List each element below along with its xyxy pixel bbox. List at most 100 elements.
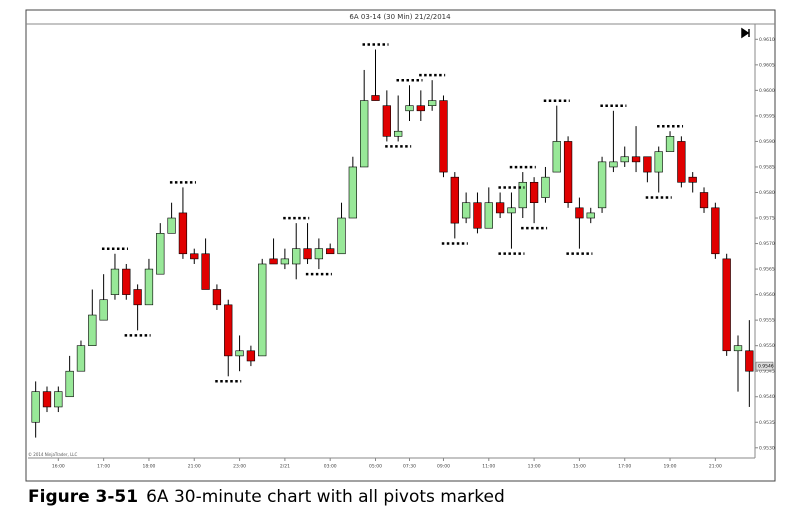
candle-body [65, 370, 74, 398]
candle-body [371, 95, 380, 101]
candle-body [563, 141, 573, 204]
candle-body [76, 345, 86, 372]
x-tick-label: 17:00 [97, 464, 110, 470]
y-tick-label: 0.9530 [759, 445, 775, 451]
candle-body [235, 350, 244, 357]
candle-body [54, 391, 63, 408]
candle-body [258, 263, 267, 357]
candle-body [88, 314, 97, 346]
y-tick-label: 0.9575 [759, 216, 775, 222]
candle-body [224, 304, 233, 357]
y-tick-label: 0.9605 [759, 62, 775, 68]
candle-body [122, 268, 131, 295]
candle-body [405, 105, 414, 112]
candle-body [167, 217, 176, 234]
x-tick-label: 16:00 [52, 464, 65, 470]
x-tick-label: 03:00 [324, 464, 337, 470]
chart-frame [25, 9, 776, 482]
candle-body [688, 176, 697, 183]
figure-caption: Figure 3-51 6A 30-minute chart with all p… [28, 487, 505, 507]
x-tick-label: 17:00 [618, 464, 631, 470]
y-tick-label: 0.9585 [759, 164, 775, 170]
candle-body [677, 141, 686, 183]
candle-body [31, 391, 40, 423]
candle-body [631, 156, 641, 163]
candle-body [541, 176, 550, 198]
x-tick-label: 11:00 [482, 464, 495, 470]
y-tick-label: 0.9590 [759, 139, 775, 145]
candle-body [326, 248, 335, 255]
y-tick-label: 0.9545 [759, 369, 775, 375]
y-tick-label: 0.9535 [759, 420, 775, 426]
candle-body [190, 253, 199, 260]
candle-body [711, 207, 720, 255]
candle-body [303, 248, 312, 260]
candle-body [201, 253, 210, 290]
y-tick-label: 0.9560 [759, 292, 775, 298]
candle-body [99, 299, 108, 321]
candle-body [473, 202, 482, 229]
x-tick-label: 09:00 [437, 464, 450, 470]
candle-body [42, 391, 52, 408]
figure-text: 6A 30-minute chart with all pivots marke… [146, 487, 505, 507]
candle-body [394, 130, 403, 137]
x-tick-label: 05:00 [369, 464, 382, 470]
candle-body [416, 105, 425, 112]
candle-body [427, 100, 437, 106]
candle-body [495, 202, 505, 214]
chart-title: 6A 03-14 (30 Min) 21/2/2014 [349, 13, 451, 21]
x-tick-label: 13:00 [528, 464, 541, 470]
candle-body [643, 156, 652, 173]
y-tick-label: 0.9555 [759, 318, 775, 324]
candle-body [552, 141, 561, 173]
candle-body [360, 100, 369, 168]
x-tick-label: 07:30 [403, 464, 416, 470]
x-tick-label: 18:00 [142, 464, 155, 470]
candle-body [110, 268, 120, 295]
candle-body [292, 248, 301, 265]
candle-body [507, 207, 516, 214]
x-tick-label: 21:00 [709, 464, 722, 470]
candle-body [348, 166, 358, 219]
watermark: © 2014 NinjaTrader, LLC [28, 452, 78, 457]
candle-body [269, 258, 278, 265]
x-tick-label: 23:00 [233, 464, 246, 470]
candle-body [597, 161, 607, 209]
candle-body [133, 289, 142, 306]
x-tick-label: 15:00 [573, 464, 586, 470]
candle-body [484, 202, 493, 229]
candle-body [144, 268, 154, 306]
candle-body [439, 100, 448, 173]
last-price-label: 0.9546 [758, 364, 774, 370]
candle-body [314, 248, 324, 260]
candle-body [518, 181, 527, 209]
y-tick-label: 0.9565 [759, 267, 775, 273]
y-tick-label: 0.9580 [759, 190, 775, 196]
candle-body [665, 136, 675, 152]
candle-body [586, 212, 595, 219]
x-tick-label: 2/21 [280, 464, 290, 470]
candle-body [450, 176, 459, 224]
last-price-box [755, 361, 774, 371]
candle-body [280, 258, 290, 265]
y-tick-label: 0.9610 [759, 37, 775, 43]
chart: 6A 03-14 (30 Min) 21/2/2014 © 2014 Ninja… [25, 9, 776, 482]
candle-body [529, 181, 539, 204]
candle-body [461, 202, 471, 219]
candle-body [382, 105, 391, 137]
candle-body [609, 161, 618, 168]
candle-body [575, 207, 584, 219]
y-tick-label: 0.9595 [759, 113, 775, 119]
y-tick-label: 0.9540 [759, 394, 775, 400]
candle-body [733, 345, 743, 352]
candle-body [620, 156, 629, 163]
candle-body [156, 233, 165, 275]
x-tick-label: 21:00 [188, 464, 201, 470]
candle-body [178, 212, 188, 255]
y-tick-label: 0.9570 [759, 241, 775, 247]
figure-number: Figure 3-51 [28, 487, 139, 507]
candle-body [246, 350, 256, 362]
scroll-end-button[interactable] [741, 27, 750, 39]
x-tick-label: 19:00 [664, 464, 677, 470]
y-tick-label: 0.9550 [759, 343, 775, 349]
